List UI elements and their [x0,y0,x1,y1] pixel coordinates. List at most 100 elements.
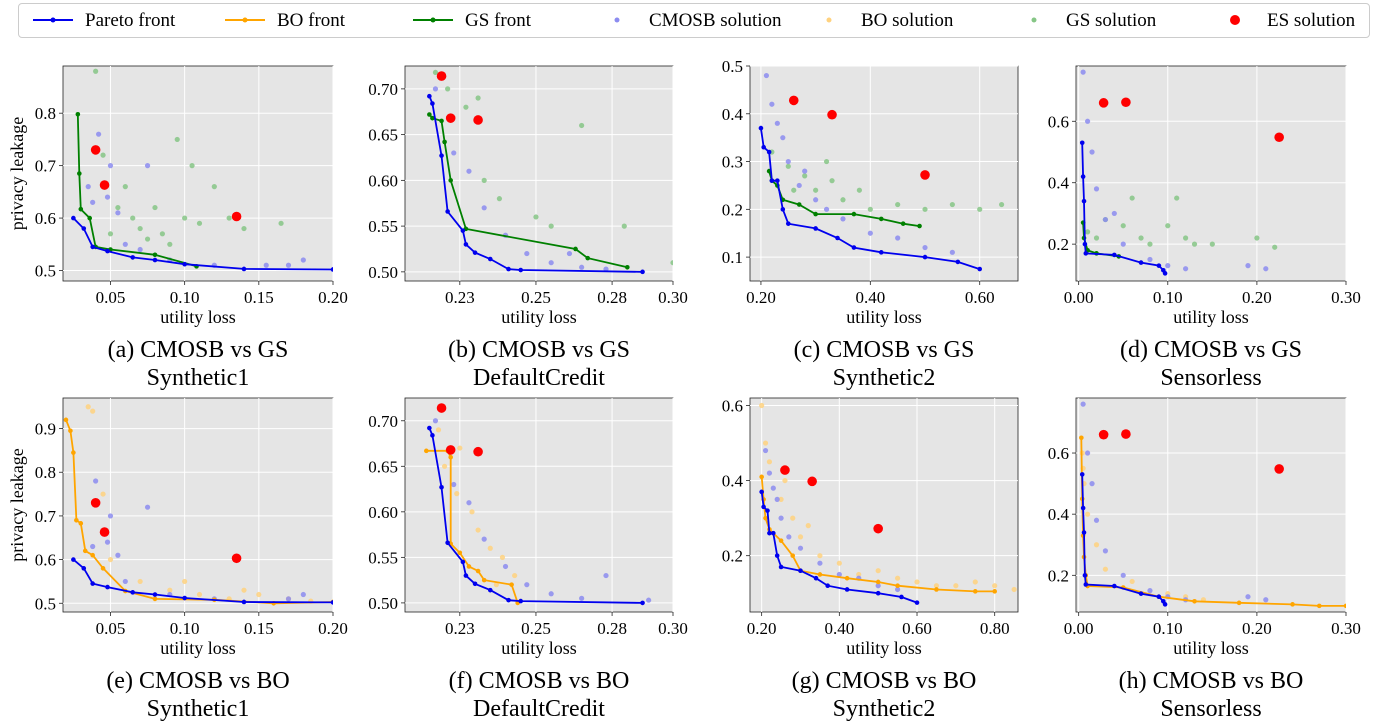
cmosb-solution-point [96,131,102,137]
bo-solution-point [441,463,448,469]
cmosb-solution-point [502,563,509,570]
bo-solution-point [1129,578,1135,585]
es-solution-point [920,170,930,180]
gs-front-point [77,171,82,176]
legend-label: GS front [465,10,532,31]
gs-solution-point [93,68,99,74]
es-solution-point [445,445,456,455]
bo-solution-point [167,587,173,593]
bo-solution-point [1102,566,1109,572]
pareto-front-point [506,597,511,603]
x-tick-label: 0.05 [96,619,126,638]
gs-solution-point [922,206,928,212]
x-tick-label: 0.15 [244,619,274,638]
pareto-front-point [875,590,881,596]
bo-solution-point [778,496,784,502]
bo-solution-point [759,402,765,409]
legend-marker-swatch [430,17,436,23]
cmosb-solution-point [548,591,554,597]
cmosb-solution-point [566,250,573,257]
gs-solution-point [211,184,217,190]
x-tick-label: 0.30 [658,619,688,638]
pareto-front-point [775,178,780,183]
bo-solution-point [894,575,901,581]
cmosb-solution-point [875,583,881,589]
x-tick-label: 0.15 [244,288,274,307]
pareto-front-point [71,215,76,221]
es-solution-point [231,211,242,222]
y-tick-label: 0.6 [1048,444,1069,463]
bo-solution-point [499,554,506,560]
bo-front-point [424,448,429,454]
cmosb-solution-point [769,101,775,107]
gs-solution-point [1191,241,1198,247]
bo-solution-point [1011,586,1017,593]
bo-front-point [992,589,997,594]
legend-marker-swatch [50,17,56,23]
cmosb-solution-point [1111,210,1117,217]
gs-front-line [76,114,197,268]
es-solution-point [99,180,110,190]
plot-area [63,398,333,612]
pareto-front-point [130,590,136,595]
panel-title: (e) CMOSB vs BO [106,668,289,694]
gs-solution-point [1147,241,1153,247]
bo-solution-point [797,534,804,540]
panel-title: (h) CMOSB vs BO [1119,668,1304,694]
gs-solution-point [496,196,503,202]
pareto-front-point [463,573,469,578]
bo-front-point [152,596,158,602]
cmosb-solution-point [867,230,873,236]
cmosb-solution-point [1093,186,1100,192]
plot-area [405,66,673,281]
x-tick-label: 0.30 [658,288,688,307]
bo-front-point [100,566,106,571]
cmosb-solution-point [432,418,439,424]
panel-subtitle: Synthetic1 [147,365,250,391]
pareto-front-point [81,226,87,231]
cmosb-solution-point [107,163,114,169]
plot-marks [758,72,1005,272]
x-tick-label: 0.20 [318,619,348,638]
y-axis-label: privacy leakage [7,448,27,561]
cmosb-solution-point [813,197,819,203]
cmosb-solution-point [481,536,487,542]
gs-front-point [878,216,884,222]
x-tick-label: 0.25 [521,619,551,638]
y-tick-label: 0.65 [368,457,398,476]
gs-solution-point [1209,241,1215,247]
x-tick-label: 0.05 [96,288,126,307]
cmosb-solution-point [300,591,306,598]
pareto-front-point [1079,140,1085,146]
pareto-front-point [758,125,764,131]
x-tick-label: 0.40 [855,288,885,307]
x-tick-label: 0.30 [1331,619,1361,638]
legend-label: GS solution [1066,10,1157,31]
x-axis-label: utility loss [160,307,236,327]
gs-front-point [917,223,922,229]
bo-solution-point [933,583,940,589]
bo-solution-point [454,491,460,497]
es-solution-point [780,465,790,475]
pareto-front-line [1081,474,1166,605]
pareto-front-point [90,244,95,250]
cmosb-solution-point [115,210,121,216]
y-tick-label: 0.70 [368,80,398,99]
pareto-front-point [445,540,450,546]
cmosb-solution-point [451,150,457,156]
pareto-front-point [914,600,920,605]
legend: Pareto front BO front GS front CMOSB soluti… [18,3,1370,38]
gs-front-point [87,215,93,221]
panel-subtitle: Synthetic2 [833,365,936,391]
gs-solution-point [122,184,128,190]
bo-front-point [817,572,823,577]
pareto-front-point [813,226,818,231]
gs-front-point [430,115,435,121]
gs-solution-point [182,215,188,221]
es-solution-point [99,527,110,537]
x-axis-label: utility loss [1173,307,1249,327]
gs-solution-point [167,241,173,247]
es-solution-point [473,115,483,125]
bo-solution-point [782,477,788,484]
